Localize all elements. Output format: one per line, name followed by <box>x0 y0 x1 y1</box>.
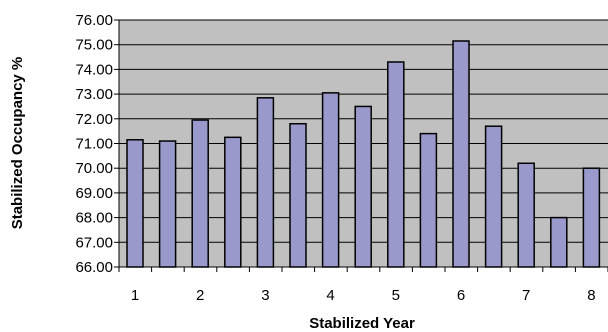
x-axis-title: Stabilized Year <box>309 315 415 332</box>
bar <box>452 40 470 268</box>
y-tick-label: 70.00 <box>75 160 113 177</box>
x-tick-label: 7 <box>522 287 530 304</box>
x-tick-label: 1 <box>131 287 139 304</box>
x-axis: 1 2 3 4 5 6 7 8 <box>118 266 608 304</box>
y-tick-label: 71.00 <box>75 136 113 153</box>
y-tick-label: 75.00 <box>75 37 113 54</box>
x-tick-label: 2 <box>196 287 204 304</box>
y-axis: 66.00 67.00 68.00 69.00 70.00 71.00 72.00 73.00… <box>75 12 120 276</box>
bar <box>354 105 372 268</box>
bar <box>321 92 340 268</box>
bar <box>224 136 242 268</box>
x-tick-label: 8 <box>587 287 595 304</box>
bar <box>126 139 144 268</box>
y-tick-label: 72.00 <box>75 111 113 128</box>
x-tick-label: 6 <box>457 287 465 304</box>
bar <box>517 162 535 268</box>
y-tick-label: 76.00 <box>75 12 113 29</box>
bar <box>387 61 405 268</box>
bar <box>158 140 177 268</box>
y-tick-label: 69.00 <box>75 185 113 202</box>
bar <box>419 132 438 268</box>
y-tick-label: 73.00 <box>75 86 113 103</box>
y-tick-label: 74.00 <box>75 61 113 78</box>
x-tick-label: 4 <box>326 287 334 304</box>
bar <box>191 119 209 268</box>
bar <box>484 125 503 268</box>
y-tick-label: 67.00 <box>75 234 113 251</box>
y-tick-label: 68.00 <box>75 210 113 227</box>
bar <box>289 122 307 268</box>
bar <box>550 216 568 268</box>
bar <box>582 167 601 268</box>
y-tick-label: 66.00 <box>75 259 113 276</box>
bar <box>256 97 275 268</box>
x-tick-label: 5 <box>392 287 400 304</box>
y-axis-title: Stabilized Occupancy % <box>9 57 26 230</box>
x-tick-label: 3 <box>261 287 269 304</box>
